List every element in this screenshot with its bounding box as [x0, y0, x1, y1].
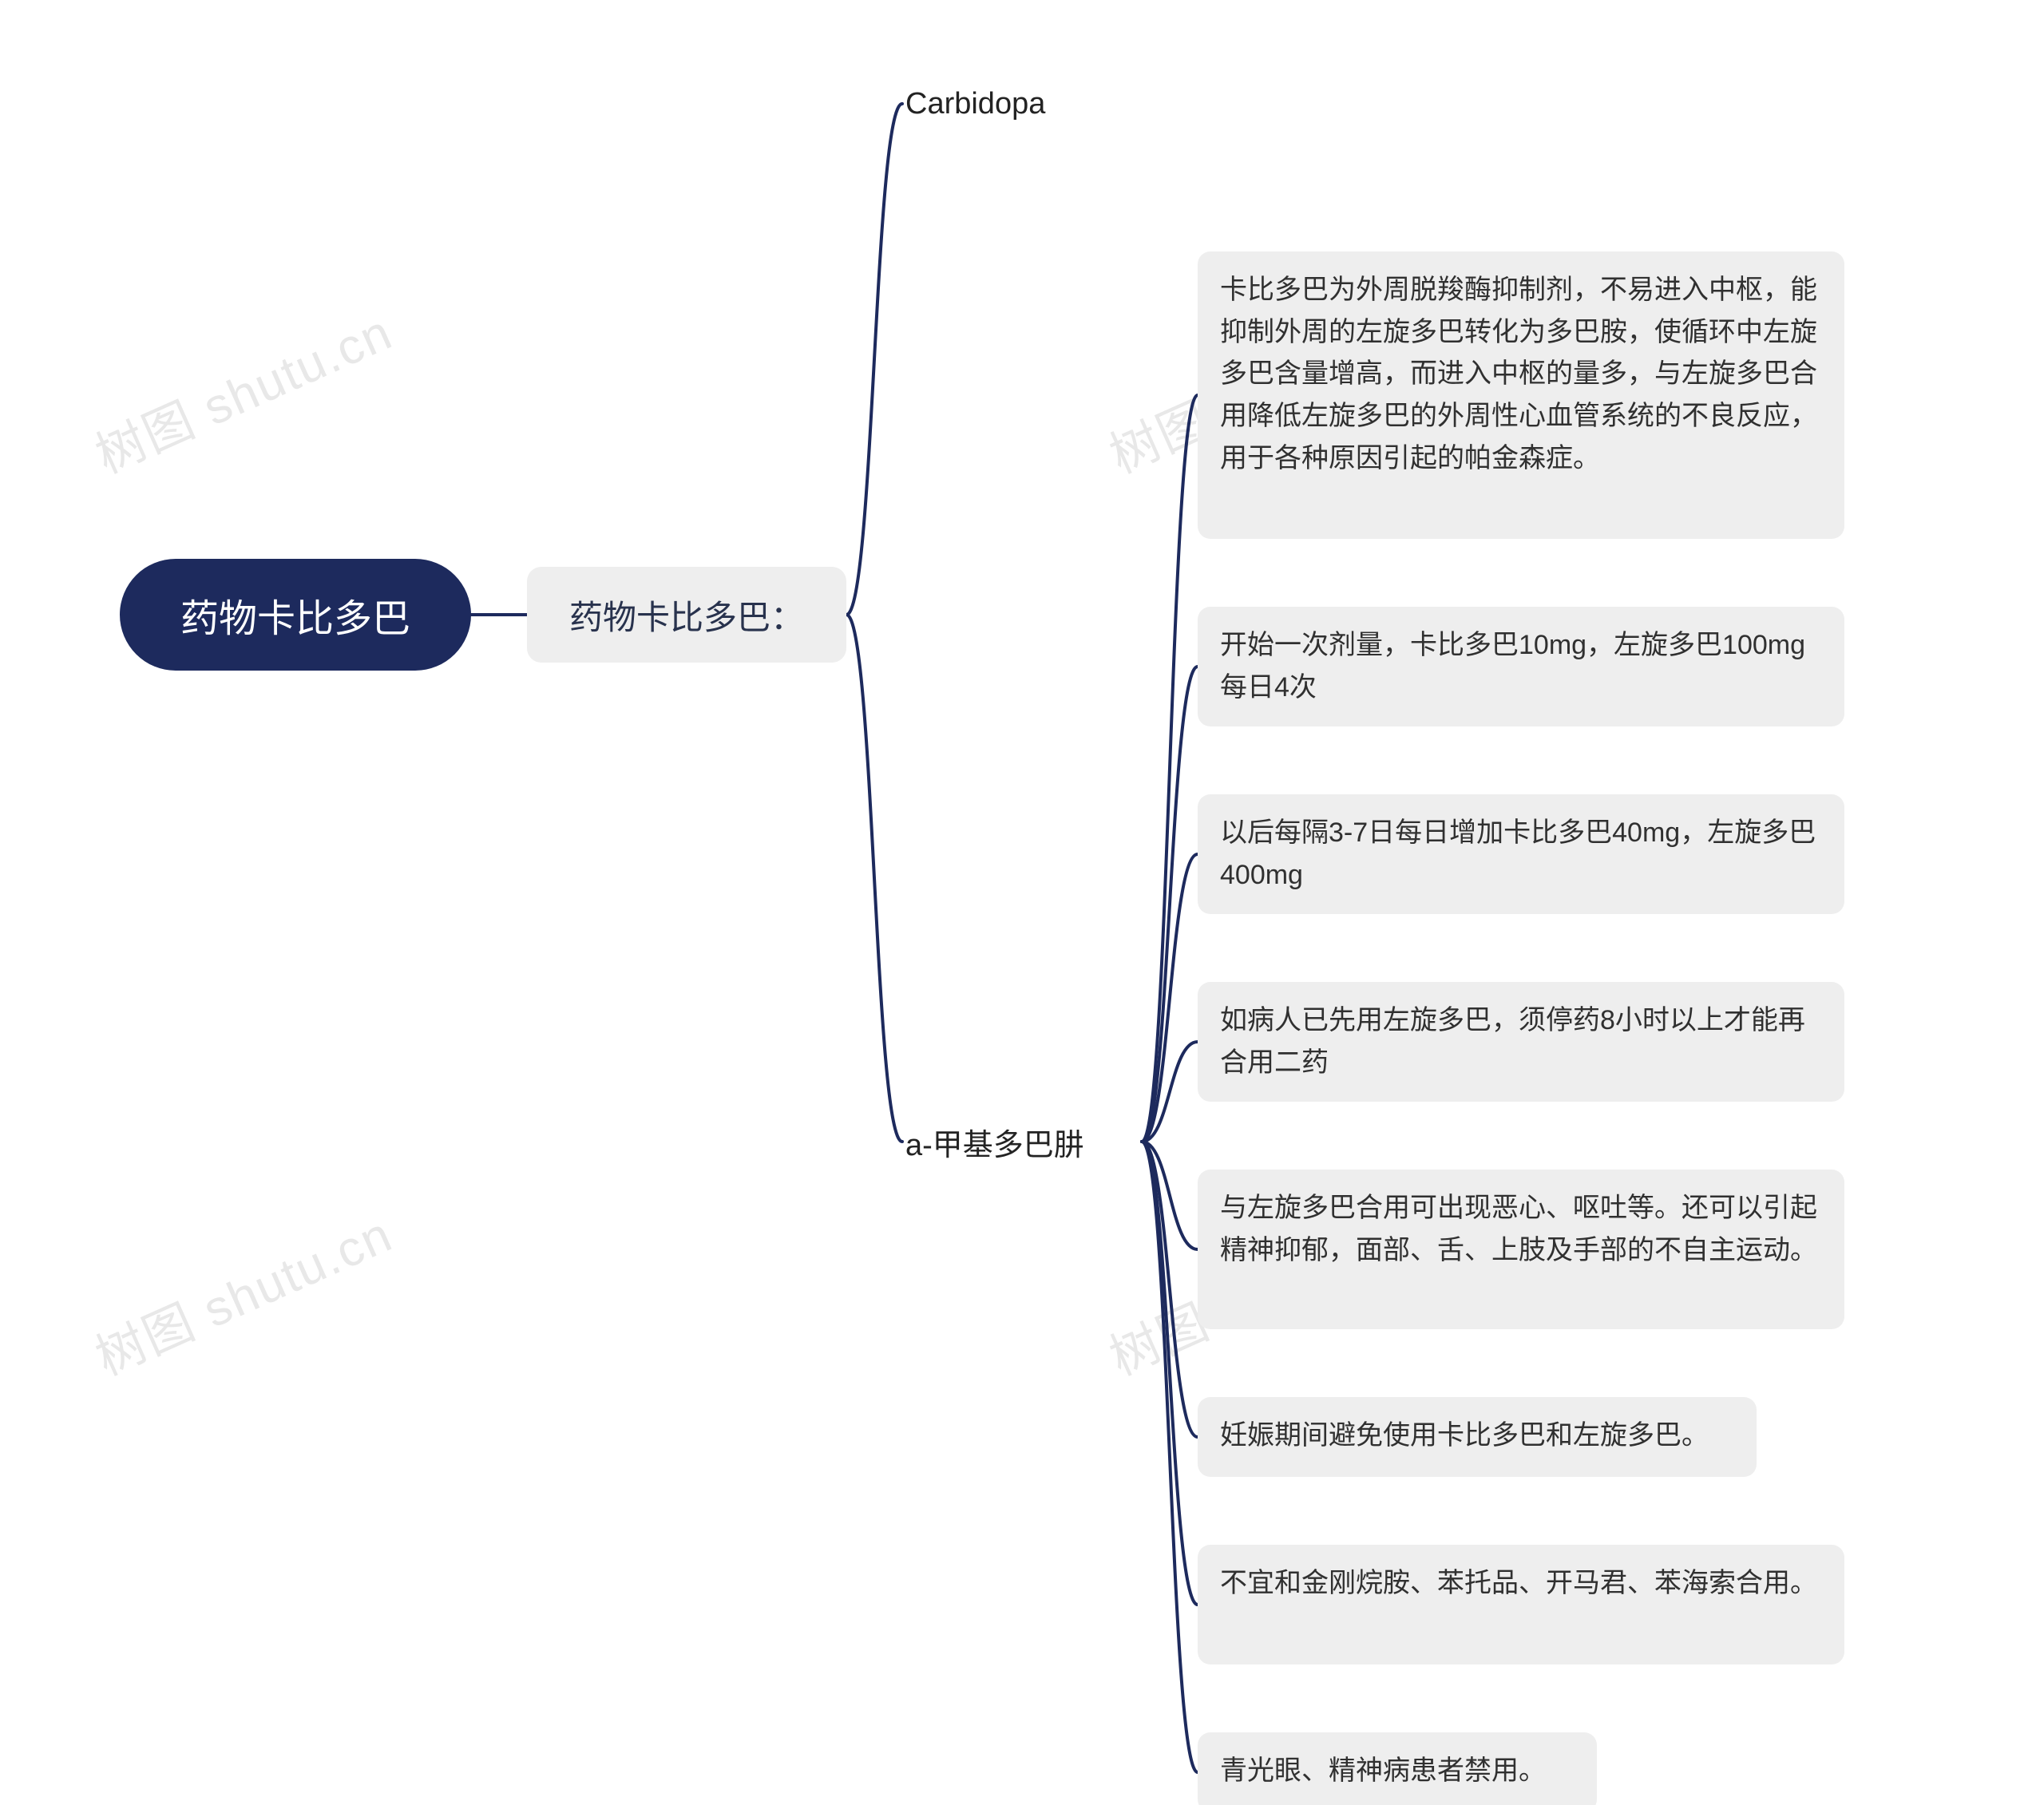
- leaf-node[interactable]: 青光眼、精神病患者禁用。: [1198, 1732, 1597, 1805]
- leaf-node[interactable]: 开始一次剂量，卡比多巴10mg，左旋多巴100mg每日4次: [1198, 607, 1844, 726]
- leaf-label: 如病人已先用左旋多巴，须停药8小时以上才能再合用二药: [1220, 999, 1822, 1083]
- level2-label: Carbidopa: [905, 87, 1045, 121]
- leaf-label: 与左旋多巴合用可出现恶心、呕吐等。还可以引起精神抑郁，面部、舌、上肢及手部的不自…: [1220, 1187, 1822, 1271]
- leaf-node[interactable]: 与左旋多巴合用可出现恶心、呕吐等。还可以引起精神抑郁，面部、舌、上肢及手部的不自…: [1198, 1170, 1844, 1329]
- leaf-label: 开始一次剂量，卡比多巴10mg，左旋多巴100mg每日4次: [1220, 624, 1822, 708]
- level2-node-carbidopa[interactable]: Carbidopa: [902, 80, 1110, 128]
- leaf-node[interactable]: 以后每隔3-7日每日增加卡比多巴40mg，左旋多巴400mg: [1198, 794, 1844, 914]
- leaf-label: 妊娠期间避免使用卡比多巴和左旋多巴。: [1220, 1415, 1709, 1457]
- watermark: 树图 shutu.cn: [82, 1194, 402, 1389]
- root-node[interactable]: 药物卡比多巴: [120, 559, 471, 671]
- leaf-label: 卡比多巴为外周脱羧酶抑制剂，不易进入中枢，能抑制外周的左旋多巴转化为多巴胺，使循…: [1220, 269, 1822, 479]
- root-label: 药物卡比多巴: [180, 587, 410, 643]
- level2-label: a-甲基多巴肼: [905, 1120, 1084, 1164]
- leaf-label: 不宜和金刚烷胺、苯托品、开马君、苯海索合用。: [1220, 1562, 1817, 1605]
- leaf-label: 以后每隔3-7日每日增加卡比多巴40mg，左旋多巴400mg: [1220, 812, 1822, 896]
- leaf-node[interactable]: 妊娠期间避免使用卡比多巴和左旋多巴。: [1198, 1397, 1757, 1477]
- watermark: 树图 shutu.cn: [82, 292, 402, 487]
- leaf-node[interactable]: 卡比多巴为外周脱羧酶抑制剂，不易进入中枢，能抑制外周的左旋多巴转化为多巴胺，使循…: [1198, 251, 1844, 539]
- level2-node-methyldopa[interactable]: a-甲基多巴肼: [902, 1118, 1142, 1166]
- leaf-node[interactable]: 不宜和金刚烷胺、苯托品、开马君、苯海索合用。: [1198, 1545, 1844, 1664]
- leaf-label: 青光眼、精神病患者禁用。: [1220, 1750, 1546, 1792]
- level1-label: 药物卡比多巴：: [569, 591, 804, 639]
- leaf-node[interactable]: 如病人已先用左旋多巴，须停药8小时以上才能再合用二药: [1198, 982, 1844, 1102]
- level1-node[interactable]: 药物卡比多巴：: [527, 567, 846, 663]
